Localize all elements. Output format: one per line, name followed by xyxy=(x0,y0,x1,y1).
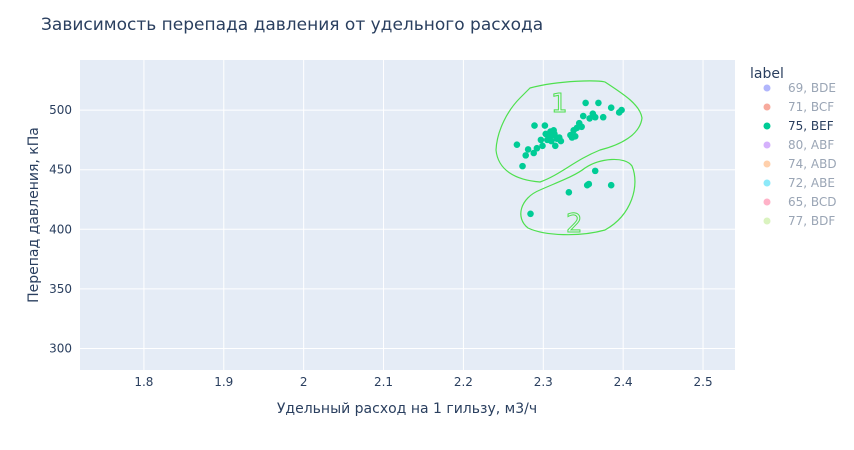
x-tick-label: 2 xyxy=(300,375,308,389)
y-tick-label: 500 xyxy=(49,103,72,117)
annotation-outline-1 xyxy=(495,80,643,183)
y-axis-ticks: 300 350 400 450 500 xyxy=(49,103,72,355)
legend-item[interactable]: 69, BDE xyxy=(763,81,836,95)
data-point[interactable] xyxy=(524,146,532,153)
legend-marker xyxy=(763,198,771,206)
plot-area[interactable] xyxy=(80,60,735,370)
legend-label: 75, BEF xyxy=(788,119,834,133)
data-point[interactable] xyxy=(530,149,538,157)
y-tick-label: 350 xyxy=(49,282,72,296)
legend-marker xyxy=(763,103,771,111)
data-point[interactable] xyxy=(547,137,555,145)
legend-item[interactable]: 75, BEF xyxy=(763,119,834,133)
data-point[interactable] xyxy=(599,113,607,121)
annotation-label-2: 2 xyxy=(566,209,583,239)
data-point[interactable] xyxy=(565,189,573,196)
data-point[interactable] xyxy=(591,167,599,175)
data-point[interactable] xyxy=(578,123,585,131)
data-point[interactable] xyxy=(571,133,579,140)
data-point[interactable] xyxy=(539,142,546,150)
legend-item[interactable]: 71, BCF xyxy=(763,100,835,114)
x-tick-label: 2.3 xyxy=(534,375,553,389)
y-tick-label: 400 xyxy=(49,222,72,236)
x-tick-label: 2.5 xyxy=(694,375,713,389)
x-tick-label: 1.8 xyxy=(134,375,153,389)
data-point[interactable] xyxy=(557,137,565,145)
data-point[interactable] xyxy=(585,180,593,188)
legend-marker xyxy=(763,122,771,130)
data-point[interactable] xyxy=(595,99,602,107)
data-point[interactable] xyxy=(513,141,521,148)
data-point[interactable] xyxy=(519,162,526,170)
legend-item[interactable]: 80, ABF xyxy=(763,138,835,152)
data-point[interactable] xyxy=(618,106,625,114)
data-point[interactable] xyxy=(522,152,530,159)
legend-label: 65, BCD xyxy=(788,195,837,209)
data-point[interactable] xyxy=(541,122,549,129)
chart-title: Зависимость перепада давления от удельно… xyxy=(41,15,543,35)
x-tick-label: 2.4 xyxy=(614,375,633,389)
legend-item[interactable]: 65, BCD xyxy=(763,195,837,209)
annotation-label-1: 1 xyxy=(551,89,568,119)
data-point[interactable] xyxy=(537,136,545,144)
legend-marker xyxy=(763,84,771,92)
data-point[interactable] xyxy=(527,210,534,218)
legend-marker xyxy=(763,160,771,168)
scatter-points[interactable] xyxy=(513,99,625,218)
legend-item[interactable]: 72, ABE xyxy=(763,176,835,190)
legend-label: 80, ABF xyxy=(788,138,834,152)
x-tick-label: 2.2 xyxy=(454,375,473,389)
legend-item[interactable]: 77, BDF xyxy=(763,214,836,228)
legend-title: label xyxy=(750,66,784,82)
legend-label: 74, ABD xyxy=(788,157,837,171)
legend-label: 72, ABE xyxy=(788,176,835,190)
x-tick-label: 1.9 xyxy=(214,375,233,389)
hand-drawn-annotations: 1 2 xyxy=(495,80,643,240)
legend[interactable]: label 69, BDE 71, BCF 75, BEF 80, ABF 74, AB… xyxy=(750,66,837,228)
y-tick-label: 450 xyxy=(49,163,72,177)
legend-label: 69, BDE xyxy=(788,81,836,95)
data-point[interactable] xyxy=(591,113,599,121)
y-axis-title: Перепад давления, кПа xyxy=(26,127,42,303)
y-tick-label: 300 xyxy=(49,342,72,356)
x-axis-ticks: 1.8 1.9 2 2.1 2.2 2.3 2.4 2.5 xyxy=(134,375,712,389)
legend-label: 77, BDF xyxy=(788,214,835,228)
data-point[interactable] xyxy=(586,115,593,122)
data-point[interactable] xyxy=(551,142,559,150)
legend-marker xyxy=(763,179,771,187)
data-point[interactable] xyxy=(607,104,615,111)
data-point[interactable] xyxy=(607,181,615,189)
legend-marker xyxy=(763,217,771,225)
x-axis-title: Удельный расход на 1 гильзу, м3/ч xyxy=(277,401,537,417)
data-point[interactable] xyxy=(582,99,589,107)
data-point[interactable] xyxy=(531,122,538,129)
x-tick-label: 2.1 xyxy=(374,375,393,389)
annotation-outline-2 xyxy=(520,158,636,236)
legend-label: 71, BCF xyxy=(788,100,834,114)
legend-marker xyxy=(763,141,771,149)
legend-item[interactable]: 74, ABD xyxy=(763,157,837,171)
data-point[interactable] xyxy=(533,144,541,152)
data-point[interactable] xyxy=(579,112,587,120)
